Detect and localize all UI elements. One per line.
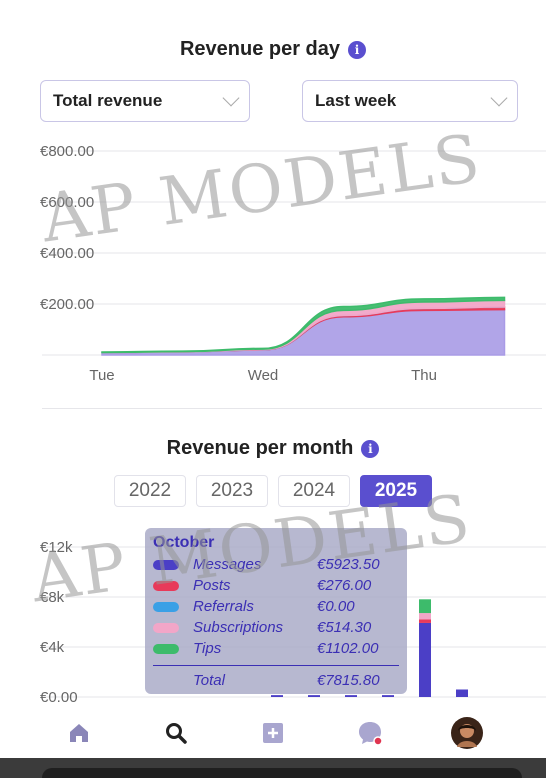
legend-swatch [153,580,179,591]
tooltip-row: Posts €276.00 [153,575,399,596]
tooltip-separator [153,665,399,666]
system-bar [0,758,546,778]
y-tick-label: €200.00 [40,296,94,313]
y-tick-label: €600.00 [40,194,94,211]
monthly-revenue-chart[interactable]: €12k €8k €4k €0.00 [0,530,546,710]
daily-revenue-chart[interactable]: €800.00 €600.00 €400.00 €200.00 Tue Wed Thu [0,135,546,395]
year-selector: 2022 2023 2024 2025 [0,475,546,507]
bar-jul-messages [308,695,320,697]
year-button-2023[interactable]: 2023 [196,475,268,507]
year-button-2024[interactable]: 2024 [278,475,350,507]
tooltip-row: Referrals €0.00 [153,596,399,617]
bar-nov-messages [456,689,468,697]
chat-icon[interactable] [350,713,390,753]
tooltip-row: Subscriptions €514.30 [153,617,399,638]
chevron-down-icon [222,89,240,107]
y-tick-label: €800.00 [40,143,94,160]
year-button-2025[interactable]: 2025 [360,475,432,507]
period-select[interactable]: Last week [302,80,518,122]
y-tick-label: €0.00 [40,689,78,706]
legend-swatch [153,601,179,612]
y-tick-label: €8k [40,589,65,606]
chevron-down-icon [490,89,508,107]
y-tick-label: €400.00 [40,245,94,262]
x-tick-label: Wed [248,367,279,384]
x-tick-label: Thu [411,367,437,384]
area-series-tips [101,296,506,354]
legend-swatch [153,643,179,654]
tooltip-row: Tips €1102.00 [153,638,399,659]
tooltip-row: Messages €5923.50 [153,554,399,575]
revenue-per-day-title: Revenue per day i [0,38,546,61]
bottom-nav [0,708,546,758]
bar-oct-messages [419,622,431,697]
legend-swatch [153,559,179,570]
avatar[interactable] [447,713,487,753]
bar-jun-messages [271,695,283,697]
bar-oct-posts [419,619,431,623]
home-icon[interactable] [59,713,99,753]
search-icon[interactable] [156,713,196,753]
revenue-per-month-title: Revenue per month i [0,437,546,460]
metric-select[interactable]: Total revenue [40,80,250,122]
chart-tooltip: October Messages €5923.50 Posts €276.00 … [145,528,407,694]
info-icon[interactable]: i [348,40,367,59]
year-button-2022[interactable]: 2022 [114,475,186,507]
section-divider [42,408,542,409]
bar-sep-messages [382,695,394,697]
y-tick-label: €4k [40,639,65,656]
x-tick-label: Tue [89,367,114,384]
bar-aug-messages [345,695,357,697]
tooltip-total-row: Total €7815.80 [193,672,380,689]
add-icon[interactable] [253,713,293,753]
y-tick-label: €12k [40,539,73,556]
info-icon[interactable]: i [361,439,380,458]
bar-oct-tips [419,599,431,614]
legend-swatch [153,622,179,633]
bar-oct-subscriptions [419,613,431,620]
tooltip-title: October [153,534,215,551]
